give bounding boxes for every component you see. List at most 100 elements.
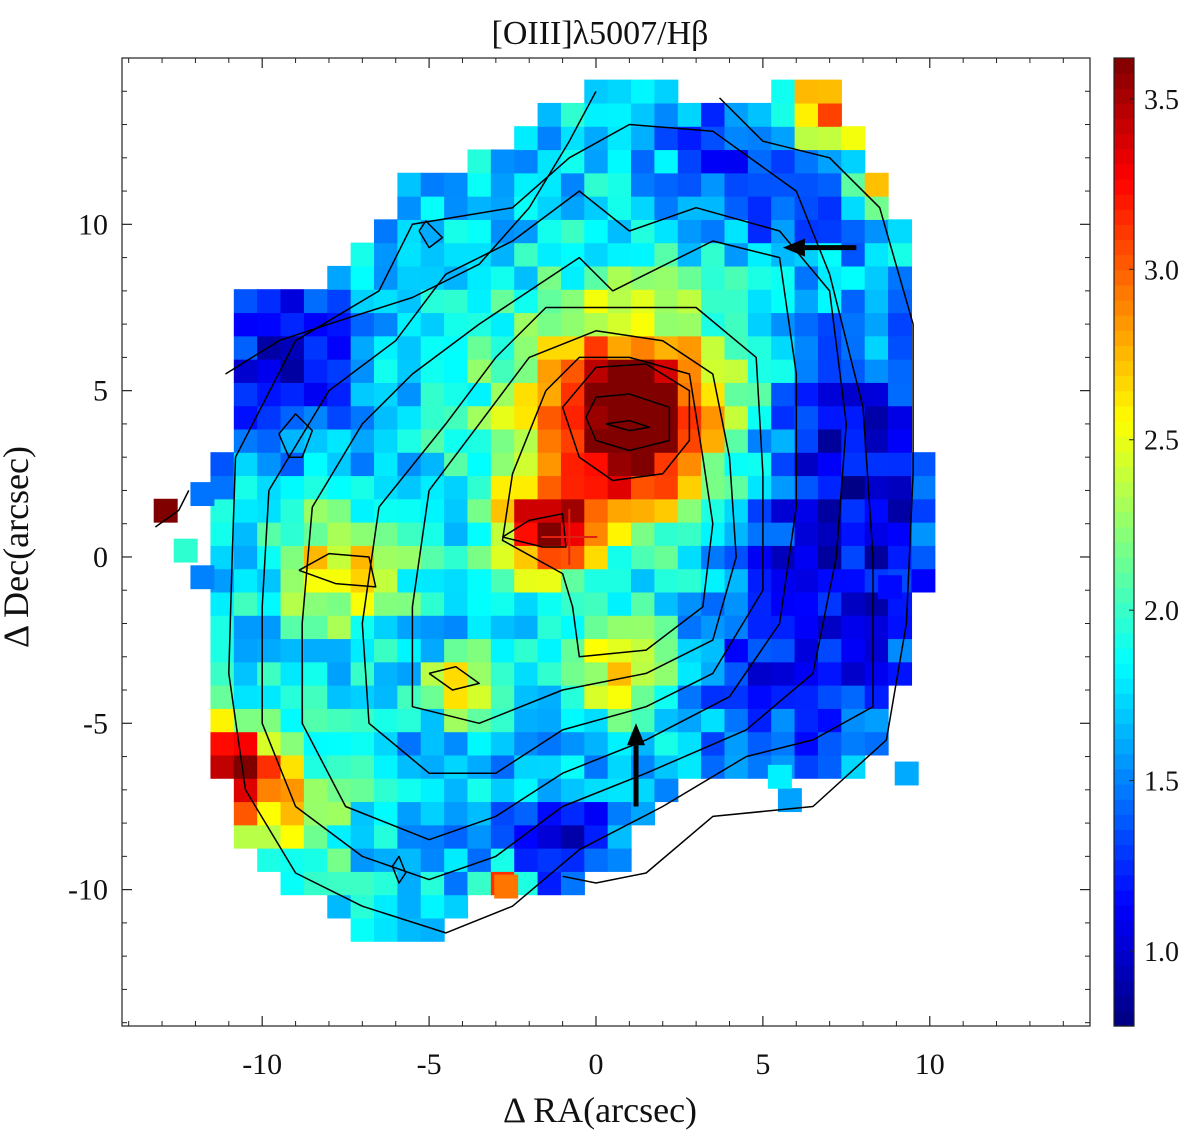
ratio-pixel <box>467 615 492 640</box>
ratio-pixel <box>888 219 913 244</box>
ratio-pixel <box>841 498 866 523</box>
ratio-pixel <box>374 871 398 896</box>
colorbar-tick-label: 1.0 <box>1144 937 1179 968</box>
ratio-pixel <box>771 382 796 407</box>
ratio-pixel <box>397 289 422 314</box>
colorbar-segment <box>1114 889 1134 906</box>
ratio-pixel <box>490 568 515 593</box>
ratio-pixel <box>864 615 889 640</box>
ratio-pixel <box>374 661 398 686</box>
ratio-pixel <box>584 522 609 546</box>
x-tick-label: 10 <box>915 1048 945 1081</box>
ratio-pixel <box>841 405 866 430</box>
ratio-pixel <box>397 242 422 267</box>
ratio-pixel <box>280 848 305 872</box>
colorbar-segment <box>1114 345 1134 362</box>
contour-knot-left-edge <box>154 490 190 528</box>
ratio-pixel <box>560 126 585 151</box>
ratio-pixel <box>654 219 679 244</box>
ratio-pixel <box>397 801 422 826</box>
plot-frame <box>121 57 1091 1027</box>
ratio-pixel <box>444 708 469 733</box>
ratio-pixel <box>794 405 819 430</box>
contour-knot-south <box>428 665 480 691</box>
ratio-pixel <box>257 498 282 523</box>
ratio-pixel <box>303 335 328 360</box>
ratio-pixel <box>374 917 398 942</box>
ratio-pixel <box>747 591 772 616</box>
ratio-pixel <box>397 475 422 500</box>
ratio-pixel <box>607 661 632 686</box>
ratio-pixel <box>397 824 422 849</box>
ratio-pixel <box>210 638 235 663</box>
ratio-pixel <box>490 219 515 244</box>
colorbar-segment <box>1114 451 1134 467</box>
ratio-pixel <box>514 382 539 407</box>
ratio-pixel <box>327 754 352 779</box>
colorbar-segment <box>1114 179 1134 195</box>
colorbar-segment <box>1114 526 1134 543</box>
ratio-pixel <box>677 615 702 640</box>
ratio-pixel <box>584 685 609 709</box>
chart-title: [OIII]λ5007/Hβ <box>492 15 709 52</box>
ratio-pixel <box>677 126 702 151</box>
ratio-pixel <box>607 312 632 337</box>
ratio-pixel <box>560 685 585 709</box>
ratio-pixel <box>864 382 889 407</box>
ratio-pixel <box>654 754 679 779</box>
ratio-pixel <box>724 335 749 360</box>
ratio-pixel <box>537 824 562 849</box>
ratio-pixel <box>514 452 539 477</box>
colorbar-segment <box>1114 194 1134 210</box>
ratio-pixel <box>397 452 422 477</box>
ratio-pixel <box>467 452 492 477</box>
ratio-pixel <box>537 196 562 220</box>
ratio-pixel <box>280 312 305 337</box>
ratio-pixel <box>654 265 679 290</box>
ratio-pixel <box>280 591 305 616</box>
ratio-pixel <box>303 848 328 872</box>
contour-level-7 <box>501 356 714 658</box>
ratio-pixel <box>514 848 539 872</box>
ratio-pixel <box>350 685 375 709</box>
ratio-pixel <box>444 871 469 896</box>
ratio-pixel <box>280 824 305 849</box>
ratio-pixel <box>327 498 352 523</box>
ratio-pixel <box>444 754 469 779</box>
ratio-pixel <box>777 788 802 813</box>
ratio-pixel <box>864 638 889 663</box>
ratio-pixel <box>794 452 819 477</box>
ratio-pixel <box>584 242 609 267</box>
ratio-pixel <box>654 498 679 523</box>
ratio-pixel <box>817 289 842 314</box>
ratio-pixel <box>327 615 352 640</box>
ratio-pixel <box>560 242 585 267</box>
ratio-pixel <box>210 452 235 477</box>
colorbar-segment <box>1114 784 1134 800</box>
ratio-pixel <box>631 359 655 383</box>
ratio-pixel <box>327 289 352 314</box>
ratio-pixel <box>724 149 749 174</box>
colorbar-segment <box>1114 133 1134 150</box>
ratio-pixel <box>514 522 539 546</box>
ratio-pixel <box>817 79 842 104</box>
ratio-pixel <box>257 754 282 779</box>
ratio-pixel <box>817 405 842 430</box>
ratio-pixel <box>654 242 679 267</box>
ratio-pixel <box>794 685 819 709</box>
ratio-pixel <box>420 894 445 919</box>
ratio-pixel <box>514 289 539 314</box>
ratio-pixel <box>771 428 796 453</box>
colorbar-segment <box>1114 708 1134 725</box>
ratio-pixel <box>490 615 515 640</box>
ratio-pixel <box>677 661 702 686</box>
ratio-pixel <box>490 545 515 570</box>
ratio-pixel <box>514 568 539 593</box>
ratio-pixel <box>607 568 632 593</box>
ratio-pixel <box>747 685 772 709</box>
ratio-pixel <box>701 196 726 220</box>
ratio-pixel <box>841 591 866 616</box>
ratio-pixel <box>467 871 492 896</box>
ratio-pixel <box>677 475 702 500</box>
ratio-pixel <box>841 568 866 593</box>
